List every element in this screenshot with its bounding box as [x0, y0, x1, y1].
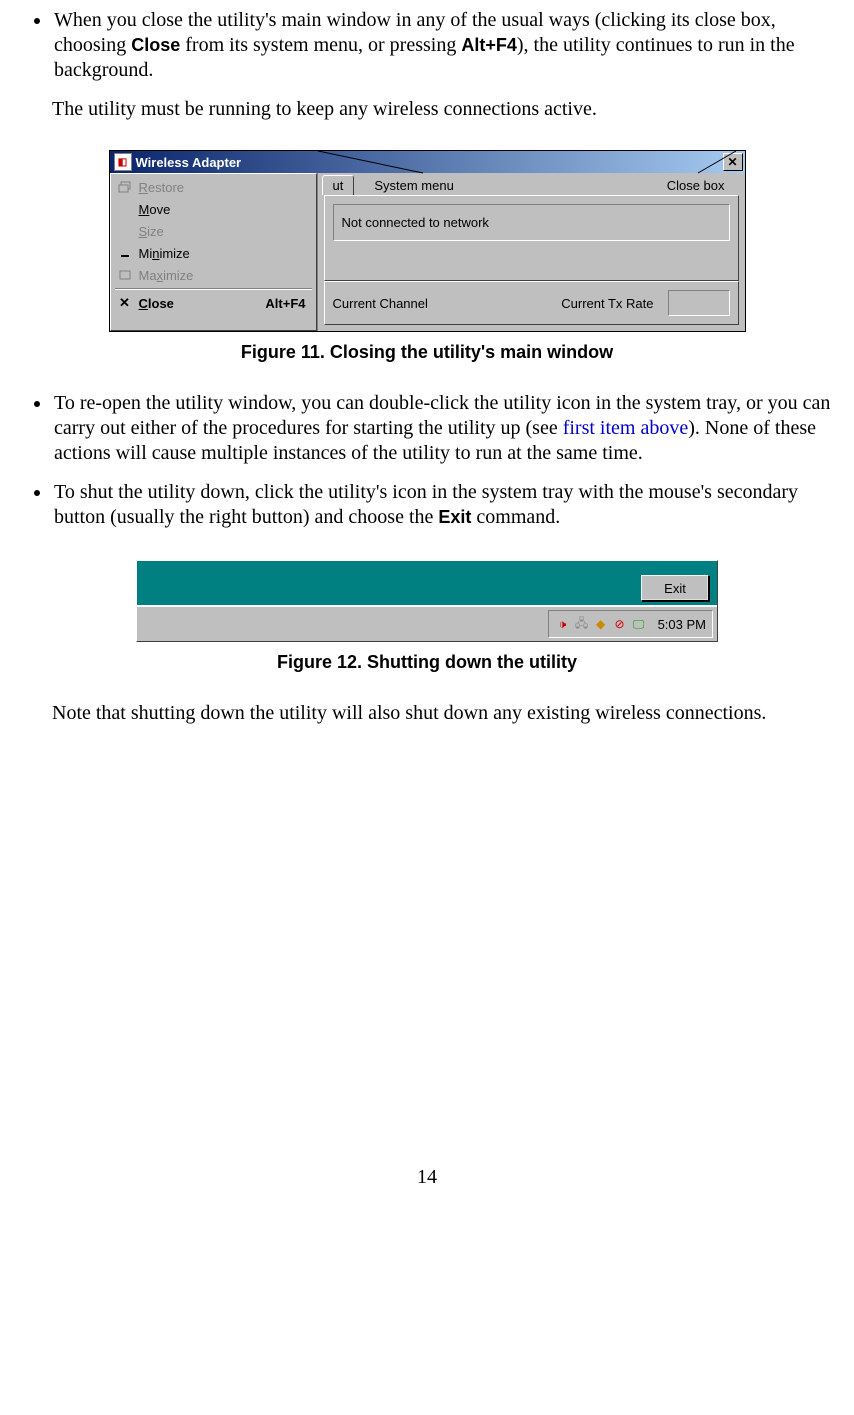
tab-partial[interactable]: ut — [322, 175, 355, 195]
menu-item-minimize[interactable]: Minimize — [113, 242, 314, 264]
bullet-shutdown: To shut the utility down, click the util… — [52, 480, 840, 530]
app-icon[interactable]: ◧ — [114, 153, 132, 171]
tray-icon-network[interactable]: 🖧 — [574, 616, 590, 632]
bold-close: Close — [131, 35, 180, 55]
taskbar[interactable]: 🕩 🖧 ◆ ⊘ 🖵 5:03 PM — [137, 605, 717, 641]
callout-system-menu: System menu — [374, 178, 453, 195]
restore-icon — [117, 180, 133, 194]
bullet-reopen: To re-open the utility window, you can d… — [52, 391, 840, 466]
close-icon: ✕ — [727, 155, 737, 169]
bold-exit: Exit — [438, 507, 471, 527]
close-icon: ✕ — [117, 296, 133, 310]
callout-close-box: Close box — [667, 178, 725, 195]
menu-label: imize — [159, 246, 189, 261]
menu-item-close[interactable]: ✕ Close Alt+F4 — [113, 292, 314, 314]
exit-button[interactable]: Exit — [641, 575, 709, 601]
minimize-icon — [117, 246, 133, 260]
menu-label: lose — [148, 296, 174, 311]
bullet-list-top: When you close the utility's main window… — [14, 8, 840, 83]
window-title: Wireless Adapter — [136, 155, 242, 170]
menu-accelerator: Alt+F4 — [265, 296, 305, 311]
figure-12-taskbar: Exit 🕩 🖧 ◆ ⊘ 🖵 5:03 PM — [136, 560, 718, 642]
figure-12-caption: Figure 12. Shutting down the utility — [14, 652, 840, 673]
bold-altf4: Alt+F4 — [461, 35, 517, 55]
figure-11-window: ◧ Wireless Adapter ✕ Restore Move — [109, 150, 746, 332]
page-number: 14 — [14, 1166, 840, 1189]
figure-11-caption: Figure 11. Closing the utility's main wi… — [14, 342, 840, 363]
tray-icon-monitor[interactable]: 🖵 — [631, 616, 647, 632]
menu-label: imize — [163, 268, 193, 283]
menu-label: ize — [147, 224, 164, 239]
paragraph-shutdown-note: Note that shutting down the utility will… — [52, 701, 840, 726]
text: command. — [471, 506, 560, 528]
menu-item-size: Size — [113, 220, 314, 242]
text: from its system menu, or pressing — [180, 34, 461, 56]
window-body: ut System menu Close box Not connected t… — [317, 173, 745, 331]
label-current-tx-rate: Current Tx Rate — [561, 296, 653, 311]
menu-label: estore — [148, 180, 184, 195]
tray-icon-wireless[interactable]: ◆ — [593, 616, 609, 632]
status-field: Not connected to network — [333, 204, 730, 241]
clock: 5:03 PM — [658, 617, 706, 632]
system-menu[interactable]: Restore Move Size Minimize — [110, 173, 317, 331]
document-page: When you close the utility's main window… — [0, 0, 854, 1219]
bullet-close-window: When you close the utility's main window… — [52, 8, 840, 83]
exit-label: Exit — [664, 581, 686, 596]
bullet-list-middle: To re-open the utility window, you can d… — [14, 391, 840, 530]
tray-icon-block[interactable]: ⊘ — [612, 616, 628, 632]
label-current-channel: Current Channel — [333, 296, 428, 311]
status-text: Not connected to network — [342, 215, 489, 230]
menu-separator — [115, 288, 312, 290]
paragraph-keep-running: The utility must be running to keep any … — [52, 97, 840, 122]
menu-item-restore: Restore — [113, 176, 314, 198]
menu-item-maximize: Maximize — [113, 264, 314, 286]
menu-label: ove — [149, 202, 170, 217]
close-button[interactable]: ✕ — [723, 153, 743, 171]
tray-icon-volume[interactable]: 🕩 — [555, 616, 571, 632]
titlebar[interactable]: ◧ Wireless Adapter ✕ — [110, 151, 745, 173]
maximize-icon — [117, 268, 133, 282]
link-first-item-above[interactable]: first item above — [563, 417, 689, 439]
menu-item-move[interactable]: Move — [113, 198, 314, 220]
text: To shut the utility down, click the util… — [54, 481, 798, 528]
system-tray[interactable]: 🕩 🖧 ◆ ⊘ 🖵 5:03 PM — [548, 610, 713, 638]
tx-rate-field — [668, 290, 730, 316]
